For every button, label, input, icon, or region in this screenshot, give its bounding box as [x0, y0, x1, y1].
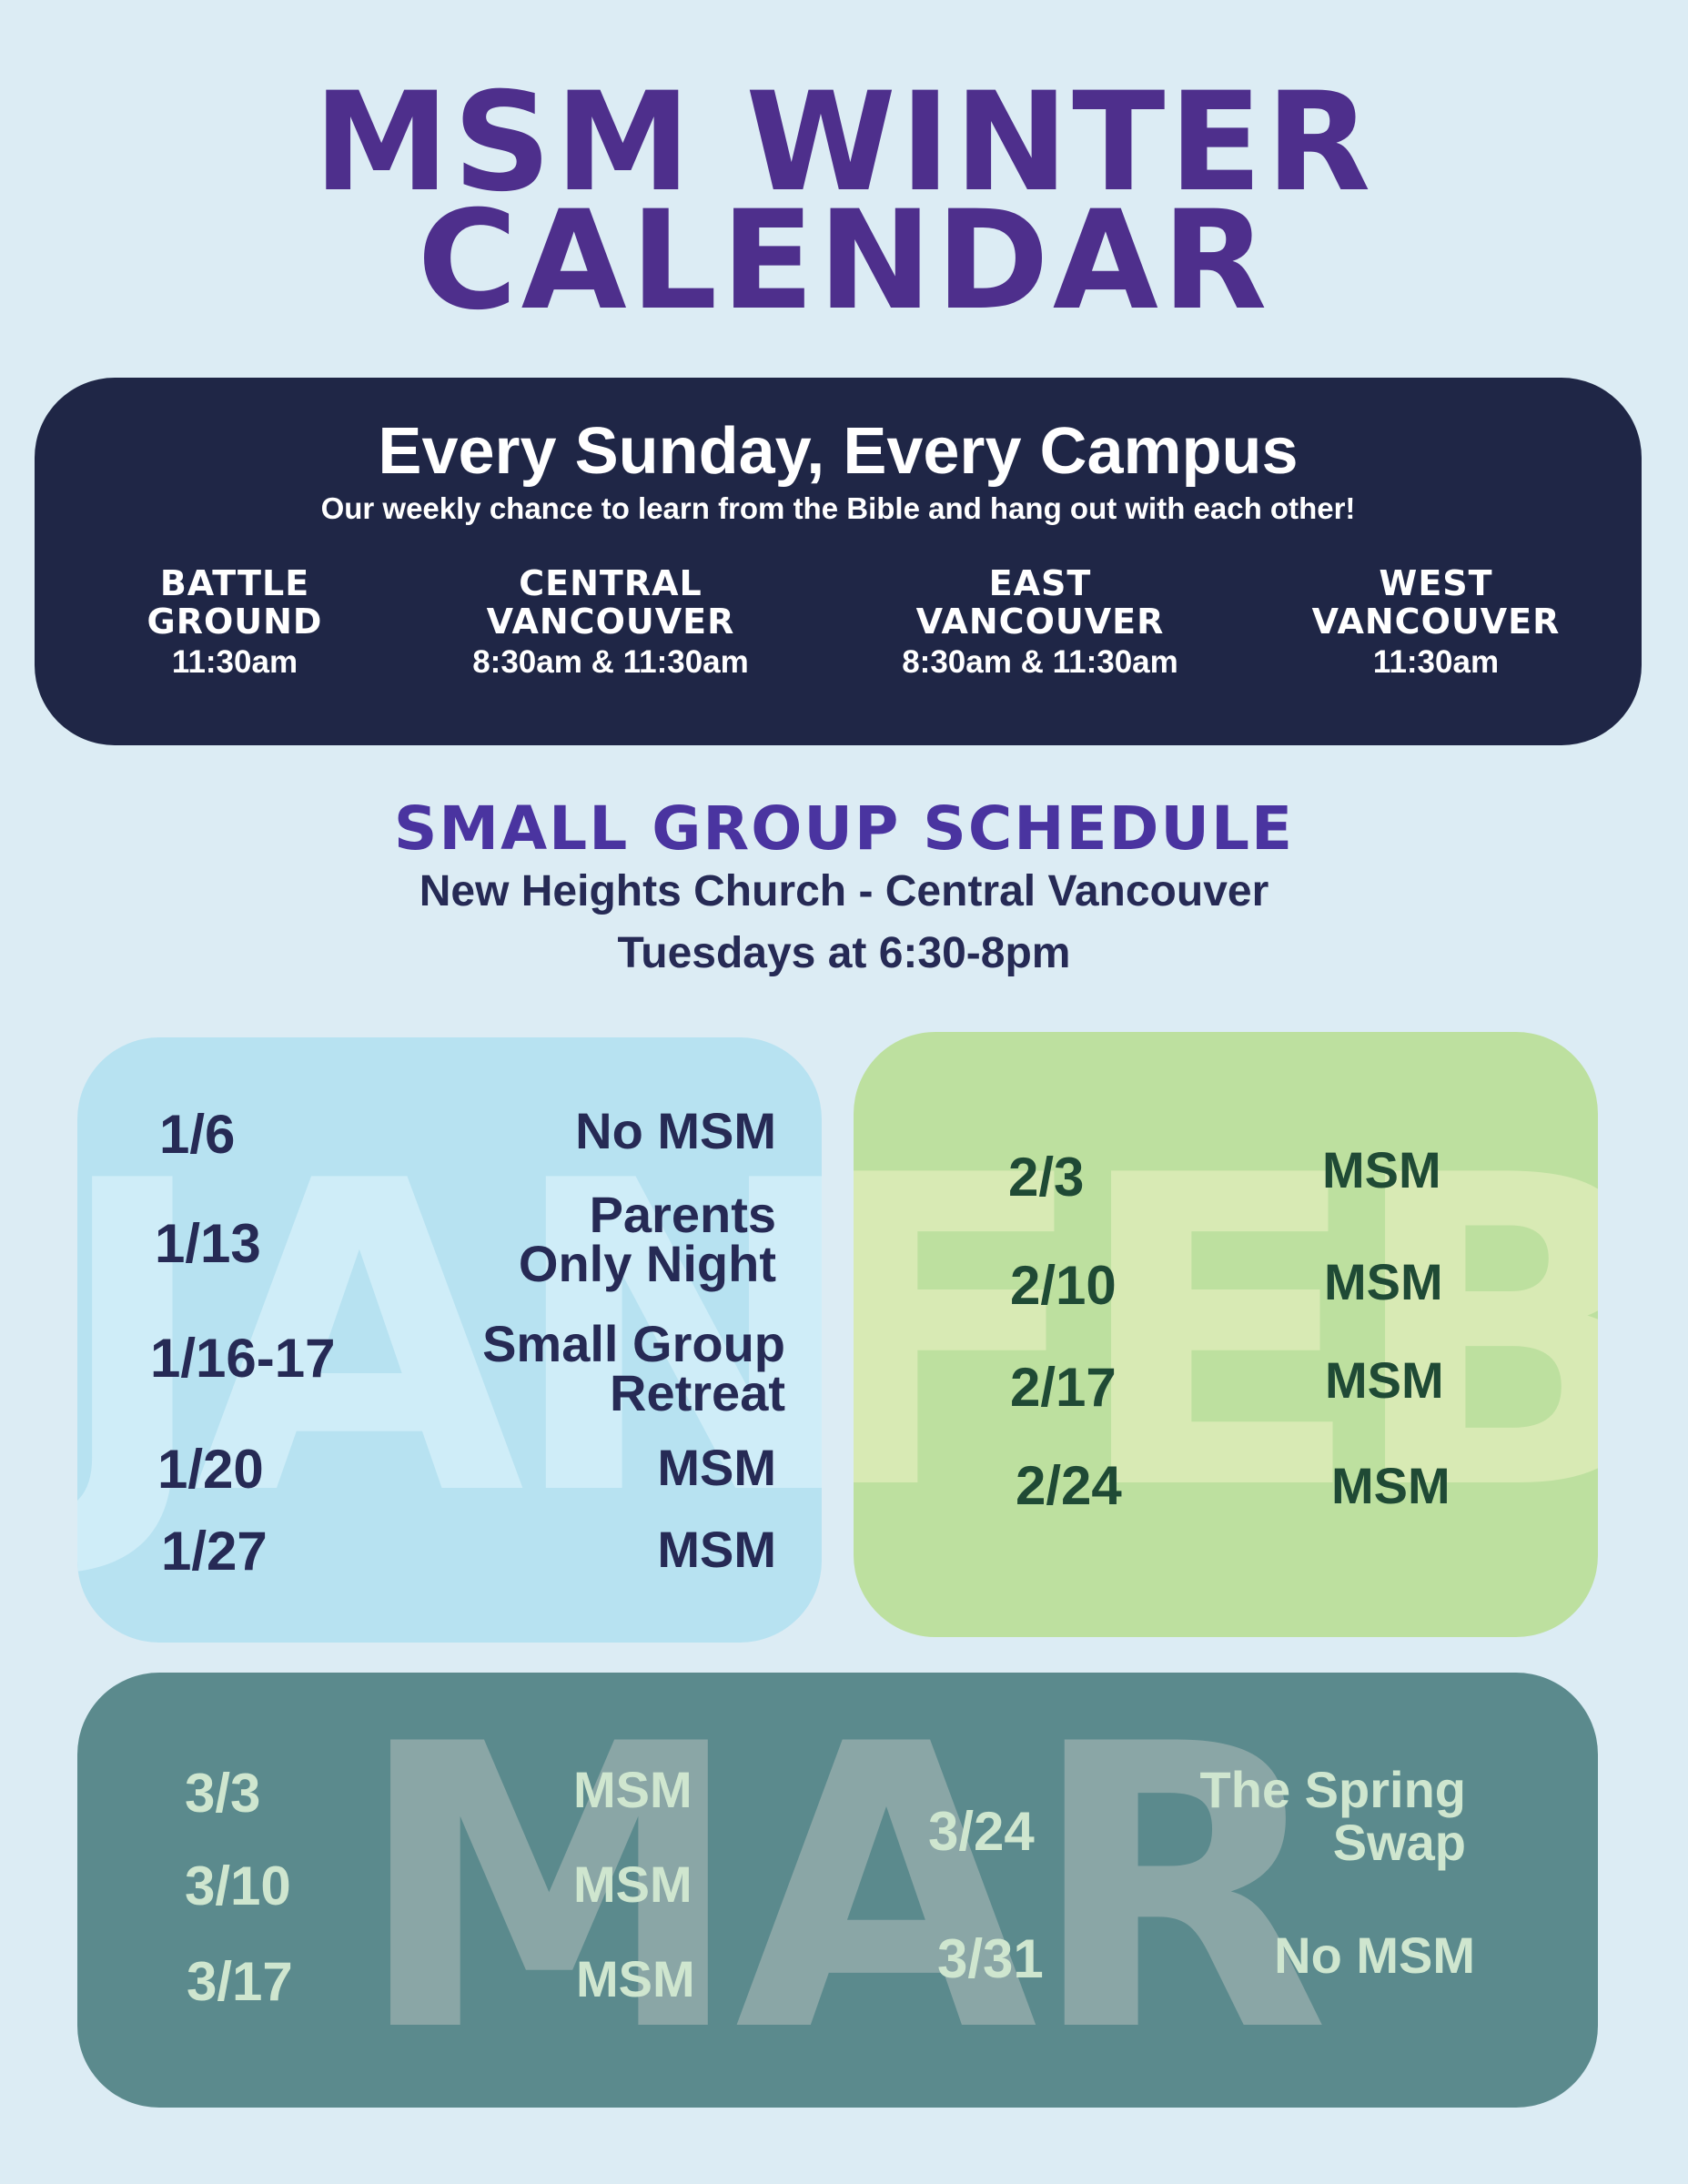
mar-date-1: 3/3 [185, 1763, 261, 1824]
mar-date-5: 3/31 [937, 1928, 1044, 1989]
mar-event-2: MSM [573, 1855, 692, 1913]
campus-time: 11:30am [171, 644, 298, 680]
campus-name-line-1: EAST [988, 563, 1092, 603]
page-title-line-2: CALENDAR [417, 182, 1271, 340]
campus-name-line-2: VANCOUVER [1311, 602, 1561, 642]
page-title-line-1: MSM WINTER [313, 64, 1375, 222]
feb-event-4: MSM [1331, 1457, 1450, 1514]
sunday-heading: Every Sunday, Every Campus [378, 415, 1299, 488]
campus-name-line-2: GROUND [147, 602, 323, 642]
jan-event-1: No MSM [575, 1102, 776, 1159]
february-panel: FEB 2/3 MSM 2/10 MSM 2/17 MSM 2/24 MSM [854, 1032, 1598, 1637]
jan-date-5: 1/27 [161, 1521, 268, 1582]
campus-time: 11:30am [1372, 644, 1500, 680]
jan-date-1: 1/6 [159, 1104, 236, 1165]
mar-event-4: The Spring Swap [1200, 1764, 1466, 1869]
mar-date-2: 3/10 [185, 1855, 291, 1916]
march-panel: MAR 3/3 MSM 3/10 MSM 3/17 MSM 3/24 The S… [77, 1673, 1598, 2108]
march-watermark: MAR [354, 1673, 1330, 2108]
jan-event-5: MSM [657, 1521, 776, 1578]
campus-name-line-1: BATTLE [159, 563, 310, 603]
campus-time: 8:30am & 11:30am [472, 644, 749, 680]
campus-central-vancouver: CENTRAL VANCOUVER 8:30am & 11:30am [419, 564, 802, 681]
campus-time: 8:30am & 11:30am [902, 644, 1178, 680]
jan-event-2-line-1: Parents [589, 1186, 776, 1243]
campus-name-line-1: CENTRAL [519, 563, 702, 603]
jan-date-3: 1/16-17 [150, 1328, 336, 1389]
feb-date-4: 2/24 [1016, 1455, 1122, 1516]
small-group-location: New Heights Church - Central Vancouver [419, 867, 1269, 915]
mar-event-4-line-2: Swap [1332, 1814, 1466, 1871]
mar-date-3: 3/17 [187, 1951, 293, 2012]
campus-east-vancouver: EAST VANCOUVER 8:30am & 11:30am [849, 564, 1231, 681]
feb-event-2: MSM [1324, 1253, 1443, 1310]
jan-date-4: 1/20 [157, 1439, 264, 1500]
jan-event-4: MSM [657, 1439, 776, 1496]
feb-date-3: 2/17 [1010, 1357, 1117, 1418]
january-panel: JAN 1/6 No MSM 1/13 Parents Only Night 1… [77, 1037, 822, 1643]
jan-event-3-line-1: Small Group [482, 1315, 785, 1372]
sunday-banner: Every Sunday, Every Campus Our weekly ch… [35, 378, 1642, 745]
mar-date-4: 3/24 [928, 1801, 1035, 1862]
jan-event-3: Small Group Retreat [482, 1315, 785, 1421]
sunday-subheading: Our weekly chance to learn from the Bibl… [320, 491, 1356, 525]
campus-name-line-1: WEST [1379, 563, 1493, 603]
mar-event-4-line-1: The Spring [1199, 1761, 1466, 1818]
feb-event-3: MSM [1325, 1351, 1444, 1409]
mar-event-1: MSM [573, 1761, 692, 1818]
jan-date-2: 1/13 [155, 1213, 261, 1274]
mar-event-3: MSM [576, 1950, 695, 2007]
jan-event-3-line-2: Retreat [610, 1364, 785, 1421]
campus-west-vancouver: WEST VANCOUVER 11:30am [1245, 564, 1627, 681]
feb-date-2: 2/10 [1010, 1255, 1117, 1316]
campus-name-line-2: VANCOUVER [915, 602, 1165, 642]
small-group-time: Tuesdays at 6:30-8pm [617, 929, 1071, 977]
february-watermark: FEB [854, 1086, 1598, 1583]
campus-battle-ground: BATTLE GROUND 11:30am [44, 564, 426, 681]
mar-event-5: No MSM [1274, 1926, 1475, 1984]
feb-event-1: MSM [1322, 1141, 1441, 1198]
small-group-heading: SMALL GROUP SCHEDULE [393, 794, 1295, 864]
jan-event-2: Parents Only Night [518, 1186, 776, 1292]
campus-name-line-2: VANCOUVER [486, 602, 735, 642]
jan-event-2-line-2: Only Night [518, 1235, 776, 1292]
feb-date-1: 2/3 [1008, 1147, 1085, 1208]
